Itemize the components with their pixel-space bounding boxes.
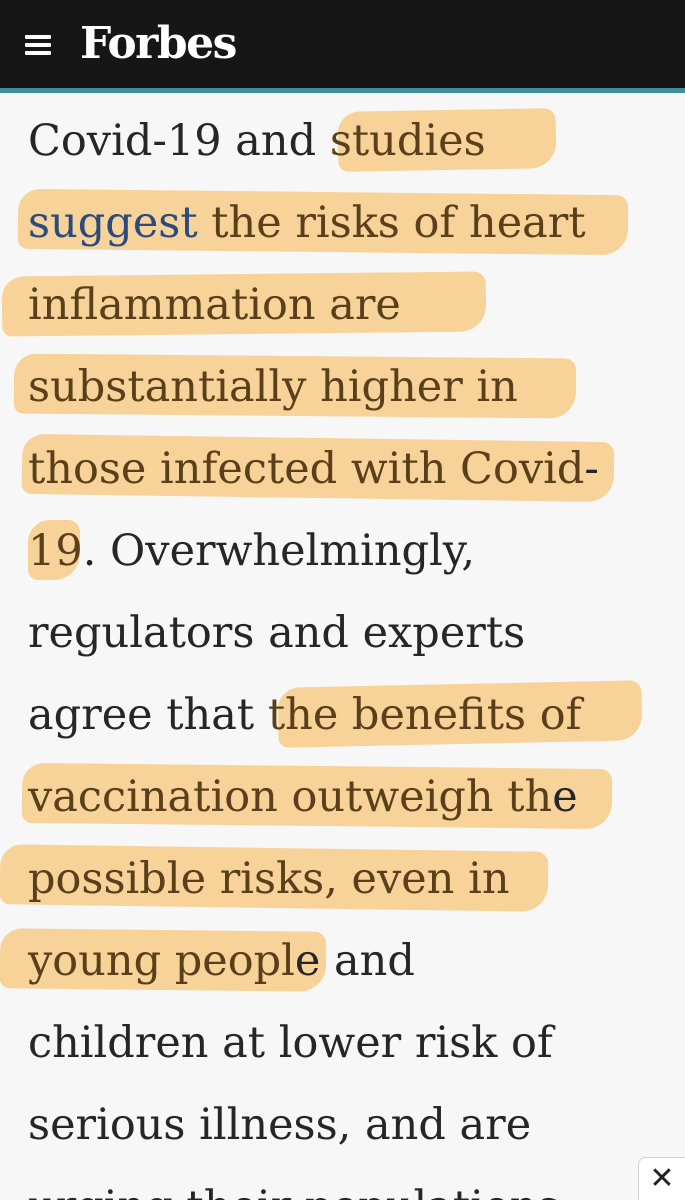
highlighted-text: the risks of heart <box>197 198 586 248</box>
close-icon[interactable]: ✕ <box>638 1157 685 1200</box>
article-link[interactable]: suggest <box>28 198 198 248</box>
line-text: Covid-19 and <box>28 116 330 166</box>
article-line: serious illness, and are <box>28 1084 678 1166</box>
article-line: those infected with Covid- <box>21 428 678 510</box>
highlighted-text: substantially higher in <box>28 362 518 412</box>
highlighted-text: possible risks, even in <box>28 854 510 904</box>
forbes-logo[interactable]: Forbes <box>80 18 237 69</box>
line-text: . Overwhelmingly, <box>82 526 476 576</box>
line-text: regulators and experts <box>28 608 526 658</box>
highlighter-mark <box>28 520 80 580</box>
article-line: suggest the risks of heart <box>17 182 678 264</box>
highlighted-text: those infected with Covid <box>28 444 585 494</box>
line-text: children at lower risk of <box>28 1018 553 1068</box>
highlighted-text: vaccination outweigh th <box>28 772 553 822</box>
article-line: Covid-19 and studies <box>28 100 678 182</box>
article-line: children at lower risk of <box>28 1002 678 1084</box>
top-navigation-bar: Forbes <box>0 0 685 88</box>
article-line: agree that the benefits of <box>28 674 678 756</box>
highlighted-text: young peopl <box>28 936 295 986</box>
line-text: e <box>552 772 578 822</box>
article-line: possible risks, even in <box>0 838 678 920</box>
article-line: inflammation are <box>1 264 678 346</box>
article-body: Covid-19 and studies suggest the risks o… <box>0 100 678 1200</box>
line-text: agree that <box>28 690 268 740</box>
article-line: urging their populations <box>28 1166 678 1200</box>
article-line: young people and <box>0 920 678 1002</box>
line-text: urging their populations <box>28 1182 560 1200</box>
article-line: substantially higher in <box>13 346 678 428</box>
header-divider <box>0 88 685 93</box>
article-line: vaccination outweigh the <box>21 756 678 838</box>
line-text: e and <box>294 936 415 986</box>
highlighted-text: 19 <box>28 526 83 576</box>
hamburger-menu-icon[interactable] <box>22 30 56 60</box>
highlighted-text: inflammation are <box>28 280 401 330</box>
article-line: 19. Overwhelmingly, <box>28 510 678 592</box>
line-text: - <box>584 444 599 494</box>
article-line: regulators and experts <box>28 592 678 674</box>
line-text: serious illness, and are <box>28 1100 532 1150</box>
highlighted-text: studies <box>329 116 486 166</box>
highlighted-text: the benefits of <box>267 690 582 740</box>
